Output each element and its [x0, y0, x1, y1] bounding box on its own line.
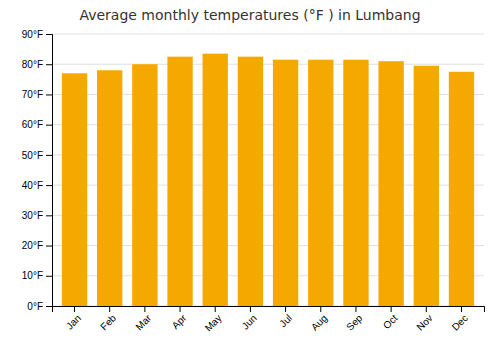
tick-mark	[46, 246, 52, 247]
tick-label: 0°F	[27, 301, 43, 312]
y-tick: 10°F	[22, 270, 52, 281]
bar	[414, 66, 439, 306]
x-tick: Jan	[64, 306, 83, 332]
tick-mark	[46, 276, 52, 277]
bar	[62, 73, 87, 306]
x-axis: Jan Feb Mar Apr May Jun Jul Aug Sep Oct Nov Dec	[53, 306, 485, 334]
tick-mark	[46, 125, 52, 126]
x-tick: Jul	[277, 306, 294, 329]
bar	[273, 60, 298, 306]
bar	[97, 70, 122, 306]
bar	[308, 60, 333, 306]
bar	[203, 54, 228, 306]
x-tick: Aug	[309, 306, 329, 333]
y-tick: 40°F	[22, 180, 52, 191]
tick-label: Oct	[381, 312, 400, 331]
tick-label: 40°F	[22, 180, 43, 191]
tick-mark	[46, 185, 52, 186]
y-tick: 20°F	[22, 240, 52, 251]
y-tick: 60°F	[22, 119, 52, 130]
y-tick: 50°F	[22, 150, 52, 161]
tick-mark	[391, 306, 392, 312]
tick-label: Jul	[277, 312, 294, 329]
x-tick: Oct	[381, 306, 400, 331]
tick-mark	[46, 34, 52, 35]
y-tick: 80°F	[22, 59, 52, 70]
chart-title: Average monthly temperatures (°F ) in Lu…	[79, 7, 420, 23]
chart-svg: Average monthly temperatures (°F ) in Lu…	[0, 0, 500, 350]
tick-mark	[46, 155, 52, 156]
tick-mark	[144, 306, 145, 312]
tick-label: 30°F	[22, 210, 43, 221]
y-tick: 30°F	[22, 210, 52, 221]
tick-mark	[461, 306, 462, 312]
tick-mark	[320, 306, 321, 312]
grid-line	[52, 34, 484, 35]
x-tick: Jun	[240, 306, 259, 332]
tick-label: Dec	[450, 312, 470, 332]
tick-label: 60°F	[22, 119, 43, 130]
grid	[52, 34, 484, 306]
bar	[167, 57, 192, 306]
tick-label: Sep	[344, 312, 365, 333]
y-tick: 70°F	[22, 89, 52, 100]
tick-label: Apr	[170, 312, 189, 331]
tick-label: 20°F	[22, 240, 43, 251]
bar	[449, 72, 474, 306]
bars	[62, 54, 474, 306]
tick-mark	[74, 306, 75, 312]
chart-container: Average monthly temperatures (°F ) in Lu…	[0, 0, 500, 350]
tick-mark	[285, 306, 286, 312]
tick-label: 90°F	[22, 29, 43, 40]
bar	[238, 57, 263, 306]
tick-label: May	[203, 312, 224, 333]
tick-mark	[46, 64, 52, 65]
tick-label: Jun	[240, 312, 259, 331]
tick-label: Jan	[64, 312, 83, 331]
axis-line	[53, 307, 485, 313]
bar	[343, 60, 368, 306]
tick-mark	[46, 306, 52, 307]
tick-label: Mar	[133, 312, 153, 332]
y-tick: 0°F	[27, 301, 52, 312]
tick-mark	[215, 306, 216, 312]
tick-mark	[46, 94, 52, 95]
bar	[378, 61, 403, 306]
axis-line	[46, 35, 53, 307]
tick-mark	[250, 306, 251, 312]
x-tick: May	[203, 306, 224, 334]
tick-label: 10°F	[22, 270, 43, 281]
tick-label: Nov	[414, 312, 434, 332]
tick-label: Feb	[98, 312, 118, 332]
plot-area: 0°F 10°F 20°F 30°F 40°F 50°F 60°F 70°F 80°F 90°F J…	[22, 29, 485, 334]
x-tick: Mar	[133, 306, 153, 332]
tick-label: 70°F	[22, 89, 43, 100]
tick-label: 50°F	[22, 150, 43, 161]
y-axis: 0°F 10°F 20°F 30°F 40°F 50°F 60°F 70°F 80°F 90°F	[22, 29, 53, 312]
tick-mark	[109, 306, 110, 312]
grid-line	[52, 64, 484, 65]
x-tick: Sep	[344, 306, 365, 333]
x-tick: Feb	[98, 306, 118, 332]
tick-label: 80°F	[22, 59, 43, 70]
tick-mark	[426, 306, 427, 312]
bar	[132, 64, 157, 306]
tick-label: Aug	[309, 312, 329, 332]
x-tick: Dec	[450, 306, 470, 333]
x-tick: Nov	[414, 306, 434, 333]
tick-mark	[180, 306, 181, 312]
y-tick: 90°F	[22, 29, 52, 40]
x-tick: Apr	[170, 306, 189, 331]
tick-mark	[46, 215, 52, 216]
tick-mark	[355, 306, 356, 312]
